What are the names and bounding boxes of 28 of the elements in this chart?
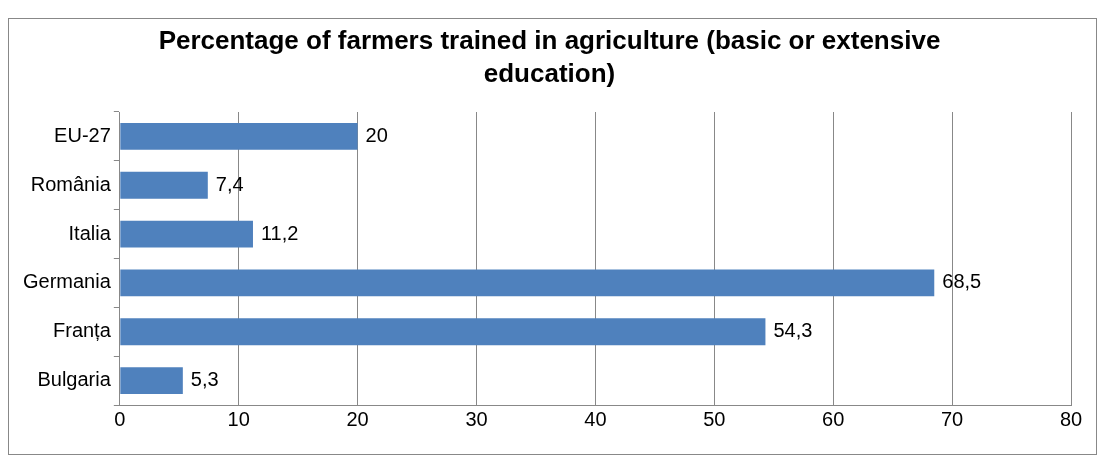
y-tick-label: Bulgaria [37,368,112,391]
y-tick-label: Italia [68,221,112,244]
data-label: 11,2 [260,221,299,244]
data-label: 68,5 [942,270,982,293]
y-tick-label: Franța [53,319,112,342]
x-tick-label: 10 [227,407,250,430]
x-tick-label: 70 [940,407,964,430]
bar [120,122,358,150]
y-tick-label: Germania [23,270,112,293]
bar [120,269,935,297]
data-label: 5,3 [190,368,219,391]
x-tick-label: 80 [1059,407,1083,430]
x-tick-label: 30 [465,407,488,430]
data-label: 20 [365,123,388,146]
x-tick-label: 60 [822,407,845,430]
y-tick-label: România [30,172,112,195]
chart-title: Percentage of farmers trained in agriculture (basic or extensive education) [157,24,942,90]
x-tick-label: 40 [584,407,607,430]
bar [120,367,183,395]
data-label: 54,3 [773,319,813,342]
y-tick-label: EU-27 [54,123,111,146]
bar [120,171,208,199]
bar [120,220,253,248]
x-tick-label: 50 [703,407,726,430]
bar [120,318,766,346]
x-tick-label: 0 [114,407,126,430]
x-tick-label: 20 [346,407,369,430]
data-label: 7,4 [215,172,244,195]
